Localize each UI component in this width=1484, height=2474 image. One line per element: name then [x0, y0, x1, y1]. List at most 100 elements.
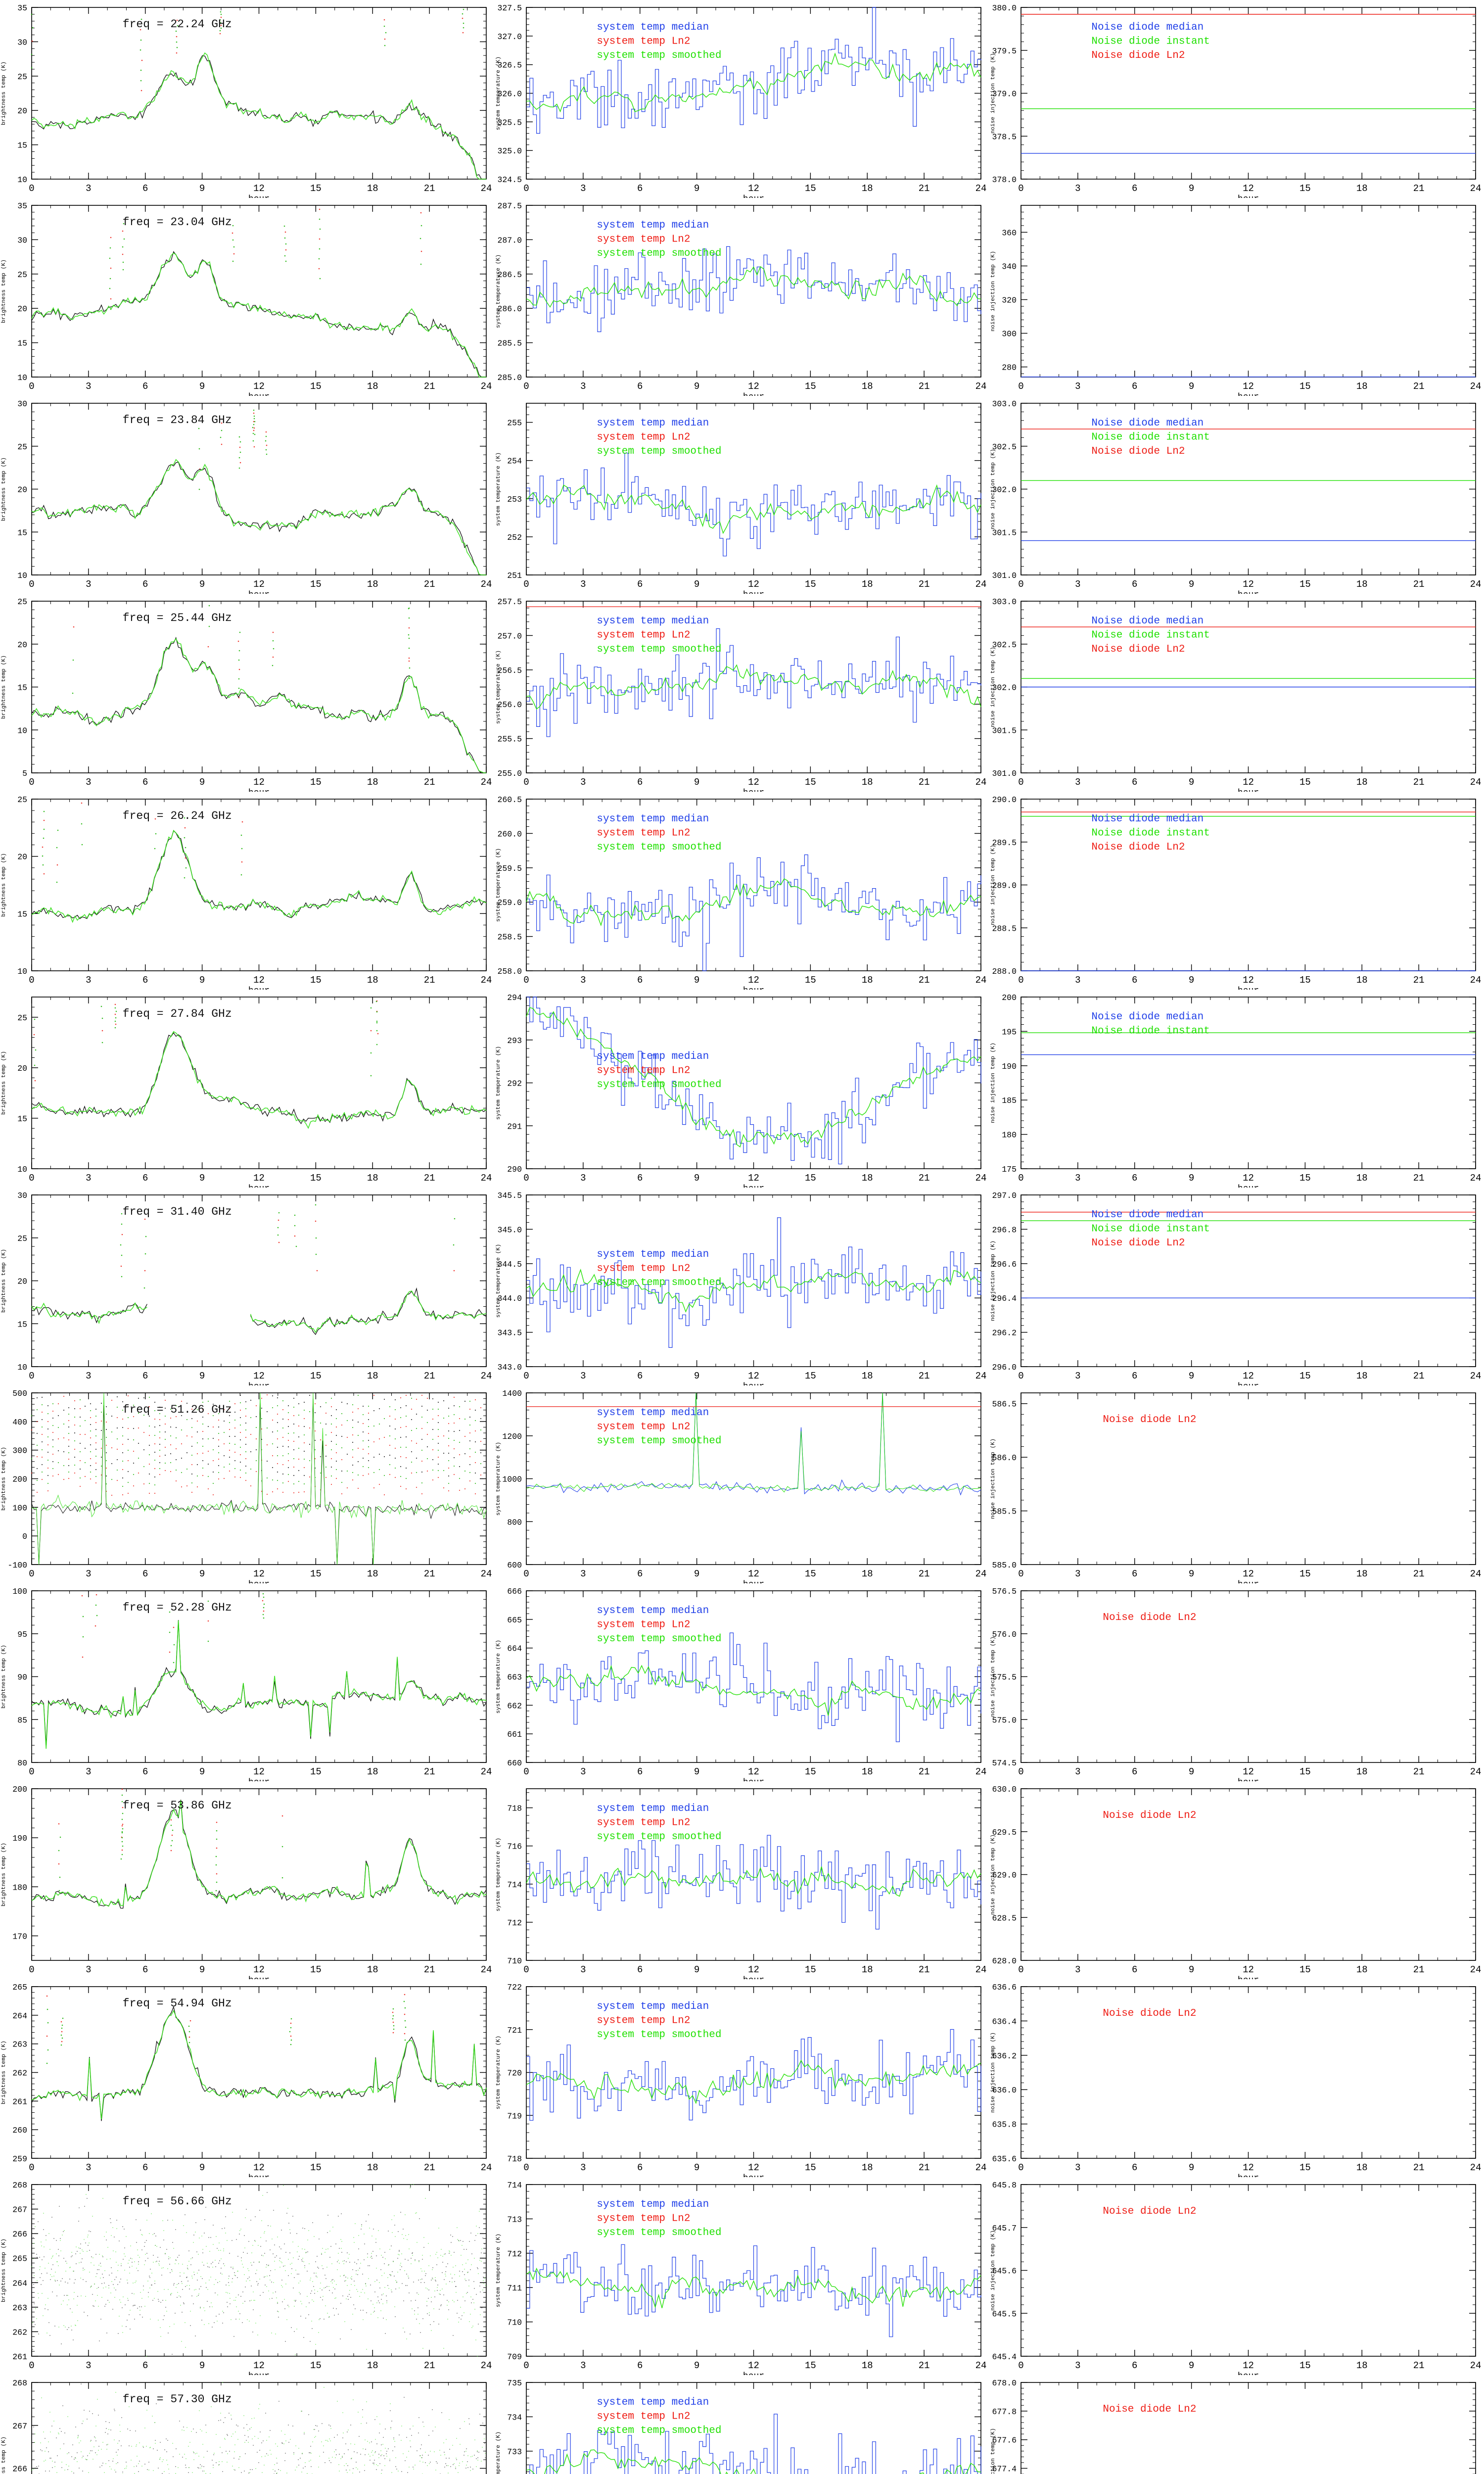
- svg-text:15: 15: [805, 2360, 816, 2371]
- svg-text:Noise diode Ln2: Noise diode Ln2: [1103, 1810, 1196, 1821]
- svg-text:12: 12: [253, 1569, 265, 1579]
- svg-text:hour: hour: [743, 1778, 764, 1781]
- svg-text:710: 710: [507, 2318, 522, 2328]
- svg-text:hour: hour: [248, 986, 270, 990]
- svg-text:brightness temp (K): brightness temp (K): [1, 1645, 7, 1709]
- svg-text:18: 18: [862, 1569, 873, 1579]
- svg-text:677.8: 677.8: [992, 2407, 1017, 2417]
- svg-text:15: 15: [17, 1320, 27, 1329]
- svg-text:263: 263: [12, 2040, 27, 2049]
- svg-text:268: 268: [12, 2379, 27, 2388]
- svg-text:12: 12: [253, 1964, 265, 1975]
- svg-text:Noise diode median: Noise diode median: [1091, 1011, 1204, 1023]
- svg-text:24: 24: [481, 1766, 492, 1777]
- svg-text:18: 18: [1356, 1964, 1368, 1975]
- svg-text:3: 3: [1075, 1964, 1080, 1975]
- svg-text:3: 3: [1075, 1766, 1080, 1777]
- svg-text:3: 3: [1075, 381, 1080, 392]
- svg-text:15: 15: [17, 683, 27, 693]
- svg-text:6: 6: [637, 579, 643, 590]
- svg-text:3: 3: [580, 975, 586, 986]
- svg-text:15: 15: [1299, 1569, 1311, 1579]
- svg-text:Noise diode Ln2: Noise diode Ln2: [1103, 1612, 1196, 1623]
- svg-text:brightness temp (K): brightness temp (K): [1, 2436, 7, 2474]
- svg-text:3: 3: [580, 381, 586, 392]
- svg-text:hour: hour: [1238, 2174, 1259, 2177]
- svg-text:hour: hour: [743, 788, 764, 792]
- svg-text:12: 12: [1243, 1964, 1254, 1975]
- svg-text:24: 24: [481, 183, 492, 194]
- svg-text:6: 6: [1132, 777, 1137, 788]
- svg-text:15: 15: [310, 975, 322, 986]
- svg-text:360: 360: [1002, 228, 1017, 238]
- svg-text:25: 25: [17, 1013, 27, 1023]
- svg-text:3: 3: [86, 381, 91, 392]
- svg-text:9: 9: [1189, 1964, 1194, 1975]
- svg-text:12: 12: [253, 1371, 265, 1381]
- svg-text:10: 10: [17, 571, 27, 580]
- svg-text:freq = 23.84 GHz: freq = 23.84 GHz: [123, 414, 232, 427]
- svg-text:12: 12: [253, 1173, 265, 1184]
- svg-text:21: 21: [919, 579, 930, 590]
- svg-text:hour: hour: [743, 194, 764, 198]
- svg-text:30: 30: [17, 1191, 27, 1200]
- svg-text:system temperature (K): system temperature (K): [496, 1046, 502, 1120]
- svg-text:24: 24: [481, 579, 492, 590]
- svg-text:21: 21: [1413, 1569, 1425, 1579]
- svg-text:6: 6: [142, 1964, 148, 1975]
- svg-text:735: 735: [507, 2379, 522, 2388]
- svg-text:hour: hour: [1238, 392, 1259, 396]
- svg-text:21: 21: [424, 1964, 435, 1975]
- svg-text:21: 21: [424, 1569, 435, 1579]
- svg-text:15: 15: [1299, 2162, 1311, 2173]
- svg-text:15: 15: [310, 1964, 322, 1975]
- svg-text:hour: hour: [1238, 590, 1259, 594]
- svg-text:0: 0: [29, 1173, 34, 1184]
- svg-text:21: 21: [919, 1173, 930, 1184]
- svg-text:262: 262: [12, 2069, 27, 2078]
- svg-text:6: 6: [142, 1569, 148, 1579]
- svg-text:21: 21: [424, 183, 435, 194]
- svg-text:15: 15: [1299, 579, 1311, 590]
- svg-text:3: 3: [86, 183, 91, 194]
- svg-text:system temp Ln2: system temp Ln2: [597, 2015, 690, 2027]
- svg-text:3: 3: [1075, 777, 1080, 788]
- svg-text:3: 3: [86, 579, 91, 590]
- svg-text:hour: hour: [743, 986, 764, 990]
- svg-text:system temp Ln2: system temp Ln2: [597, 630, 690, 641]
- svg-text:290.0: 290.0: [992, 795, 1017, 805]
- svg-text:system temp median: system temp median: [597, 2397, 709, 2408]
- svg-text:21: 21: [919, 2162, 930, 2173]
- svg-text:system temp median: system temp median: [597, 616, 709, 627]
- svg-text:662: 662: [507, 1701, 522, 1711]
- svg-text:freq = 26.24 GHz: freq = 26.24 GHz: [123, 809, 232, 822]
- svg-text:267: 267: [12, 2205, 27, 2215]
- svg-text:18: 18: [367, 1569, 378, 1579]
- svg-text:9: 9: [199, 975, 205, 986]
- svg-text:21: 21: [919, 183, 930, 194]
- svg-text:9: 9: [199, 1173, 205, 1184]
- svg-text:18: 18: [367, 2360, 378, 2371]
- svg-text:6: 6: [1132, 975, 1137, 986]
- svg-text:15: 15: [805, 183, 816, 194]
- svg-text:0: 0: [29, 579, 34, 590]
- svg-text:0: 0: [29, 975, 34, 986]
- svg-text:system temp Ln2: system temp Ln2: [597, 36, 690, 48]
- svg-text:287.0: 287.0: [497, 236, 522, 245]
- svg-text:24: 24: [1470, 777, 1482, 788]
- svg-text:15: 15: [310, 777, 322, 788]
- svg-text:brightness temp (K): brightness temp (K): [1, 1051, 7, 1115]
- svg-text:100: 100: [12, 1503, 27, 1513]
- svg-text:18: 18: [862, 975, 873, 986]
- svg-text:678.0: 678.0: [992, 2379, 1017, 2388]
- svg-text:9: 9: [199, 2162, 205, 2173]
- svg-text:24: 24: [1470, 381, 1482, 392]
- svg-text:261: 261: [12, 2097, 27, 2106]
- svg-text:343.5: 343.5: [497, 1329, 522, 1338]
- svg-text:hour: hour: [1238, 788, 1259, 792]
- svg-text:30: 30: [17, 38, 27, 47]
- svg-text:system temp Ln2: system temp Ln2: [597, 1065, 690, 1076]
- svg-text:0: 0: [523, 1173, 529, 1184]
- svg-text:21: 21: [1413, 1173, 1425, 1184]
- svg-text:300: 300: [1002, 330, 1017, 339]
